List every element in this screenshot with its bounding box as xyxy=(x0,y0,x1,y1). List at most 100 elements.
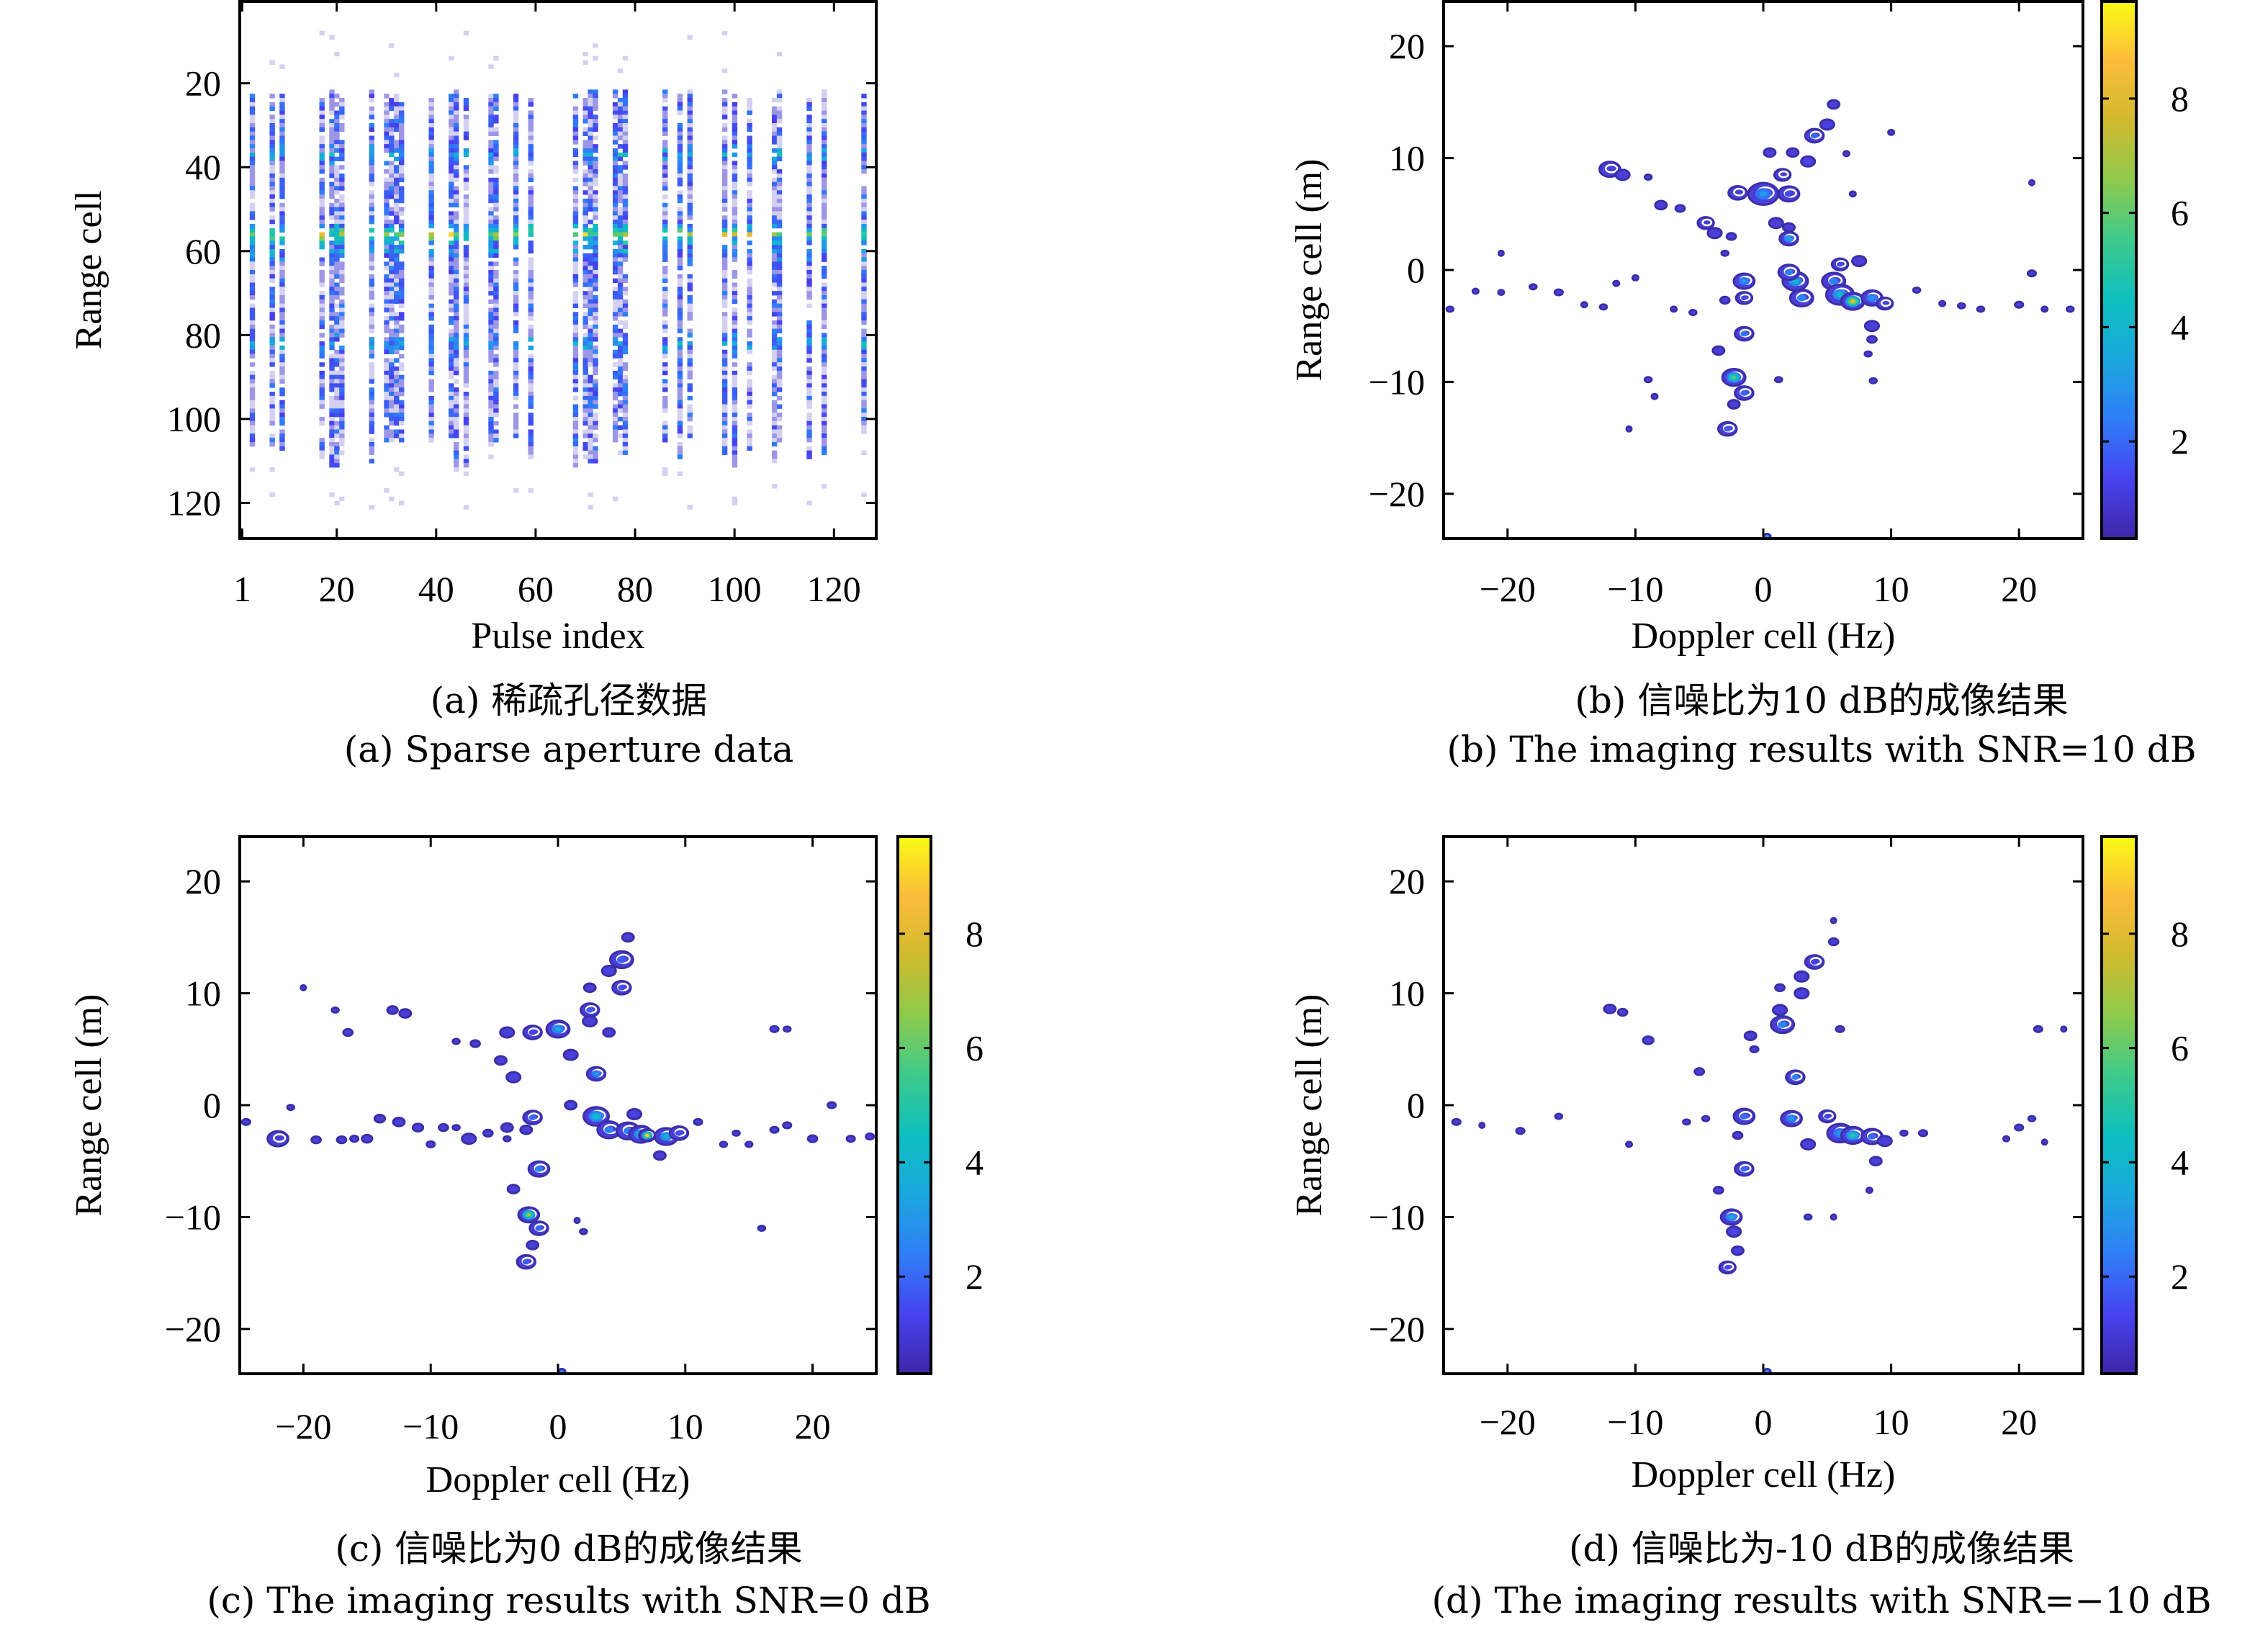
heatmap-cell xyxy=(269,307,275,312)
heatmap-cell xyxy=(582,345,588,351)
heatmap-cell xyxy=(771,240,778,246)
heatmap-cell xyxy=(453,446,459,451)
heatmap-cell xyxy=(279,156,285,161)
heatmap-cell xyxy=(677,223,683,229)
heatmap-cell xyxy=(453,261,459,266)
heatmap-cell xyxy=(513,370,519,376)
heatmap-cell xyxy=(572,161,579,166)
heatmap-cell xyxy=(453,303,459,308)
y-tick-label: −20 xyxy=(1369,474,1425,514)
heatmap-cell xyxy=(593,102,598,107)
heatmap-cell xyxy=(747,223,752,229)
heatmap-cell xyxy=(771,223,778,229)
heatmap-cell xyxy=(806,354,812,359)
heatmap-cell xyxy=(319,345,325,351)
heatmap-cell xyxy=(806,366,812,372)
heatmap-cell xyxy=(488,345,494,351)
heatmap-cell xyxy=(334,119,340,124)
contour-blob xyxy=(1553,288,1564,297)
heatmap-cell xyxy=(269,441,275,447)
heatmap-cell xyxy=(721,438,728,443)
heatmap-cell xyxy=(463,236,469,241)
heatmap-cell xyxy=(249,261,256,266)
heatmap-cell xyxy=(617,98,624,103)
heatmap-cell xyxy=(269,383,275,388)
heatmap-cell xyxy=(822,156,827,161)
heatmap-cell xyxy=(279,161,285,166)
contour-blob xyxy=(1727,399,1741,410)
heatmap-cell xyxy=(582,202,588,208)
heatmap-cell xyxy=(612,370,618,376)
heatmap-cell xyxy=(339,362,345,367)
heatmap-cell xyxy=(593,425,598,430)
contour-blob xyxy=(1800,1138,1817,1151)
heatmap-cell xyxy=(488,140,494,145)
heatmap-cell xyxy=(399,156,405,161)
heatmap-cell xyxy=(776,278,783,283)
heatmap-cell xyxy=(747,413,752,418)
heatmap-cell xyxy=(588,349,593,355)
heatmap-cell xyxy=(806,413,812,418)
heatmap-cell xyxy=(776,110,783,115)
heatmap-cell xyxy=(399,366,405,372)
heatmap-cell xyxy=(732,253,738,258)
heatmap-cell xyxy=(588,307,593,312)
contour-blob xyxy=(1631,274,1639,282)
heatmap-cell xyxy=(389,135,395,140)
heatmap-cell xyxy=(384,144,390,149)
heatmap-cell xyxy=(822,110,827,115)
heatmap-cell xyxy=(279,131,285,136)
heatmap-cell xyxy=(622,207,629,212)
heatmap-cell xyxy=(513,156,519,161)
heatmap-cell xyxy=(389,152,395,158)
heatmap-cell xyxy=(319,114,325,120)
heatmap-cell xyxy=(428,152,434,158)
heatmap-cell xyxy=(339,420,345,426)
heatmap-cell xyxy=(528,416,534,422)
heatmap-cell xyxy=(334,463,340,468)
contour-blob xyxy=(398,1008,413,1019)
heatmap-cell xyxy=(622,123,629,128)
heatmap-cell xyxy=(394,420,400,426)
heatmap-cell xyxy=(384,194,390,199)
heatmap-cell xyxy=(622,202,629,208)
heatmap-cell xyxy=(776,312,783,317)
heatmap-cell xyxy=(488,287,494,292)
heatmap-cell xyxy=(488,429,494,434)
contour-inner-ring xyxy=(1740,293,1751,302)
heatmap-cell xyxy=(389,266,395,271)
heatmap-cell xyxy=(399,152,405,158)
heatmap-cell xyxy=(279,416,285,422)
heatmap-cell xyxy=(588,358,593,363)
heatmap-cell xyxy=(329,429,335,434)
contour-blob xyxy=(526,1239,540,1251)
heatmap-cell xyxy=(677,312,683,317)
heatmap-cell xyxy=(582,253,588,258)
heatmap-cell xyxy=(612,161,618,166)
heatmap-cell xyxy=(687,202,693,208)
heatmap-cell xyxy=(617,177,624,183)
heatmap-cell xyxy=(513,106,519,112)
x-tick-label: 100 xyxy=(708,569,762,609)
heatmap-cell xyxy=(776,127,783,132)
heatmap-cell xyxy=(677,282,683,287)
heatmap-cell xyxy=(319,220,325,225)
heatmap-cell xyxy=(249,245,256,250)
heatmap-cell xyxy=(249,312,256,317)
heatmap-cell xyxy=(528,404,534,409)
heatmap-cell xyxy=(369,207,374,212)
heatmap-cell xyxy=(449,345,454,351)
contour-level xyxy=(604,1126,614,1133)
heatmap-cell xyxy=(449,232,454,237)
heatmap-cell xyxy=(622,337,629,342)
heatmap-cell xyxy=(822,194,827,199)
heatmap-cell xyxy=(622,287,629,292)
heatmap-cell xyxy=(732,207,738,212)
heatmap-cell xyxy=(747,140,752,145)
heatmap-cell xyxy=(593,207,598,212)
heatmap-cell xyxy=(806,220,812,225)
heatmap-cell xyxy=(582,119,588,124)
heatmap-cell xyxy=(319,194,325,199)
heatmap-cell xyxy=(732,232,738,237)
heatmap-cell xyxy=(747,119,752,124)
